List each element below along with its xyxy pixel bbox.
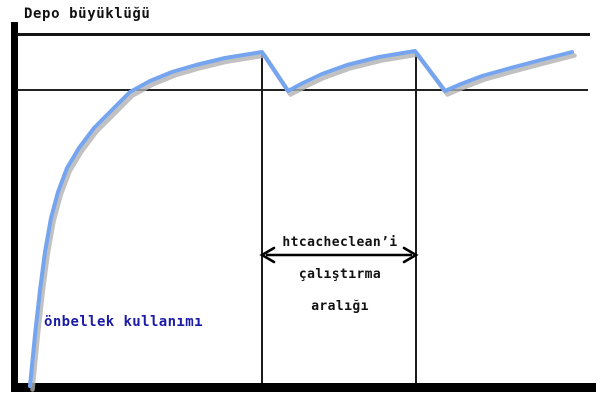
interval-label-line: aralığı [311,299,369,315]
curve-label: önbellek kullanımı [44,314,203,330]
x-axis [11,383,596,392]
interval-label-line: htcacheclean’i [282,234,398,250]
interval-label: htcacheclean’i çalıştırma aralığı [258,216,422,335]
y-axis [11,22,18,392]
y-axis-title: Depo büyüklüğü [24,6,151,22]
storage-size-limit-line [17,33,590,36]
interval-label-line: çalıştırma [298,266,382,282]
cleanup-threshold-line [17,89,588,91]
